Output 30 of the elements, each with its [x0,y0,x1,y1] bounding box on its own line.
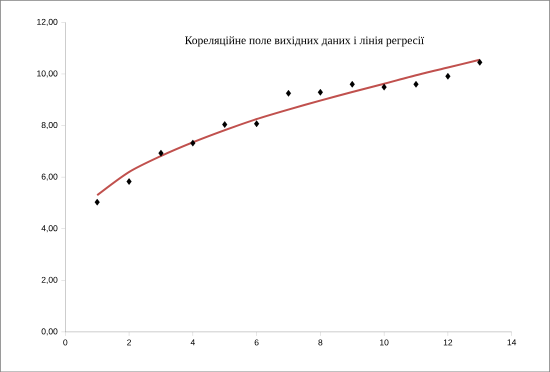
y-tick-label: 8,00 [42,122,58,129]
y-tick-label: 10,00 [37,70,58,78]
point [190,140,196,146]
y-tick-label: 0,00 [42,328,58,336]
x-tick-label: 4 [190,339,195,346]
point [318,88,323,96]
text: Кореляційне поле вихідних даних і лінія регресії [185,36,424,46]
point [254,120,260,128]
y-tick-label: 2,00 [42,276,58,284]
point [413,80,419,88]
x-tick-label: 10 [380,339,389,346]
point [286,90,292,97]
point [126,178,132,185]
point [222,120,228,128]
x-tick-label: 8 [318,339,322,346]
point [445,72,450,80]
line-series [96,58,481,196]
x-tick-label: 2 [127,339,132,346]
point [94,198,100,206]
point [158,150,164,156]
point [477,58,482,66]
point [350,80,355,88]
x-tick-label: 0 [63,339,68,346]
x-tick-label: 12 [444,339,452,346]
y-tick-label: 6,00 [42,174,58,181]
x-tick-label: 14 [508,339,516,346]
y-tick-label: 4,00 [41,225,58,232]
y-tick-label: 12,00 [37,18,58,26]
point [382,84,387,90]
x-tick-label: 6 [254,339,259,346]
